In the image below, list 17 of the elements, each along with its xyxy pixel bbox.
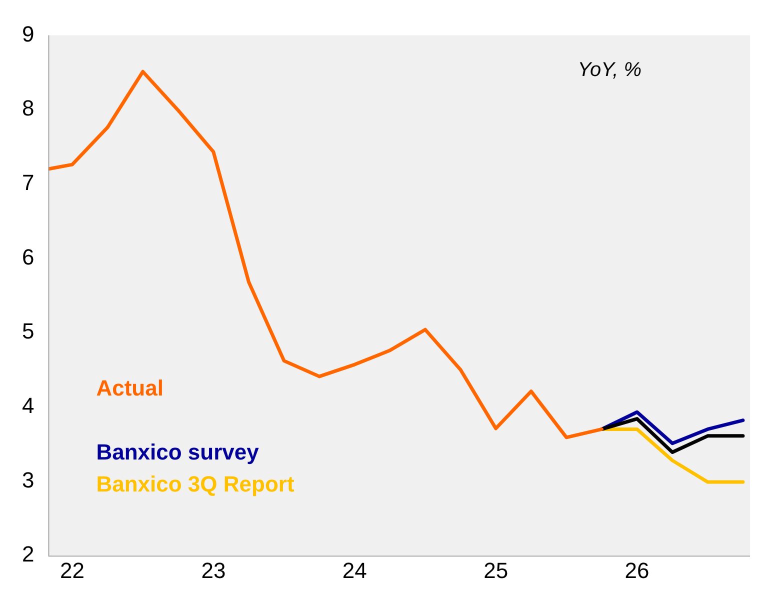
x-tick-label: 25 [484, 558, 508, 583]
text: Banxico survey [96, 440, 260, 465]
y-tick-label: 5 [22, 318, 34, 344]
y-tick-label: 6 [22, 244, 34, 270]
x-tick-label: 26 [624, 558, 650, 583]
text: Banxico 3Q Report [96, 472, 295, 497]
x-tick-label: 22 [60, 558, 84, 583]
annotation: YoY, % [578, 58, 642, 81]
y-tick-label: 7 [22, 170, 34, 195]
text: Actual [96, 376, 164, 401]
y-tick-label: 2 [22, 542, 34, 567]
x-tick-label: 23 [201, 558, 226, 583]
y-tick-label: 9 [22, 21, 34, 46]
y-tick-label: 8 [22, 96, 34, 121]
y-tick-label: 4 [22, 392, 34, 418]
y-tick-label: 3 [22, 467, 34, 492]
x-tick-label: 24 [342, 558, 367, 583]
